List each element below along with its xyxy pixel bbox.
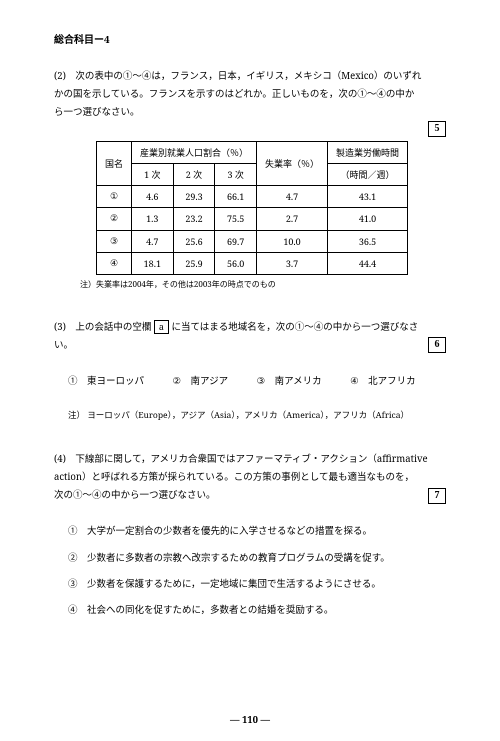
q2-line1: 次の表中の①〜④は，フランス，日本，イギリス，メキシコ（Mexico）のいずれ	[75, 69, 421, 82]
cell-h: 41.0	[328, 208, 408, 230]
cell-h: 36.5	[328, 230, 408, 252]
table-row: ② 1.3 23.2 75.5 2.7 41.0	[96, 208, 407, 230]
col-country: 国名	[96, 142, 131, 186]
cell-u: 3.7	[257, 252, 328, 274]
q2-line2: かの国を示している。フランスを示すのはどれか。正しいものを，次の①〜④の中か	[54, 87, 414, 100]
col-c2: 2 次	[173, 164, 215, 186]
cell-label: ④	[96, 252, 131, 274]
q2-line3: ら一つ選びなさい。	[54, 105, 140, 118]
q3-choices: ① 東ヨーロッパ ② 南アジア ③ 南アメリカ ④ 北アフリカ	[68, 372, 450, 390]
q3-num: (3)	[54, 320, 66, 333]
q3-choice-2: ② 南アジア	[173, 374, 229, 387]
cell-h: 44.4	[328, 252, 408, 274]
q2-text: (2) 次の表中の①〜④は，フランス，日本，イギリス，メキシコ（Mexico）の…	[54, 67, 450, 121]
q4-choices: ① 大学が一定割合の少数者を優先的に入学させるなどの措置を探る。 ② 少数者に多…	[68, 522, 450, 618]
table-row: ① 4.6 29.3 66.1 4.7 43.1	[96, 186, 407, 208]
q4-choice-2: ② 少数者に多数者の宗教へ改宗するための教育プログラムの受講を促す。	[68, 549, 450, 567]
cell-c2: 29.3	[173, 186, 215, 208]
q4-choice-4: ④ 社会への同化を促すために，多数者との結婚を奨励する。	[68, 601, 450, 619]
col-unemp: 失業率（％）	[257, 142, 328, 186]
q3-line1a: 上の会話中の空欄	[75, 320, 151, 333]
cell-c1: 4.6	[131, 186, 173, 208]
q2-table-note: 注）失業率は2004年，その他は2003年の時点でのもの	[80, 277, 450, 292]
cell-c1: 18.1	[131, 252, 173, 274]
q2-table: 国名 産業別就業人口割合（％） 失業率（％） 製造業労働時間 1 次 2 次 3…	[96, 141, 408, 275]
cell-c3: 75.5	[215, 208, 257, 230]
note-text: 失業率は2004年，その他は2003年の時点でのもの	[96, 279, 276, 290]
cell-c1: 1.3	[131, 208, 173, 230]
q3-choice-3: ③ 南アメリカ	[257, 374, 322, 387]
cell-u: 2.7	[257, 208, 328, 230]
cell-label: ③	[96, 230, 131, 252]
table-row: ③ 4.7 25.6 69.7 10.0 36.5	[96, 230, 407, 252]
cell-c3: 56.0	[215, 252, 257, 274]
page: 総合科目ー4 (2) 次の表中の①〜④は，フランス，日本，イギリス，メキシコ（M…	[0, 0, 500, 741]
cell-c2: 25.9	[173, 252, 215, 274]
cell-u: 10.0	[257, 230, 328, 252]
q4-num: (4)	[54, 452, 66, 465]
question-3: (3) 上の会話中の空欄 a に当てはまる地域名を，次の①〜④の中から一つ選びな…	[54, 318, 450, 424]
table-header-row-2: 1 次 2 次 3 次 （時間／週）	[96, 164, 407, 186]
table-row: ④ 18.1 25.9 56.0 3.7 44.4	[96, 252, 407, 274]
q3-note: 注） ヨーロッパ（Europe），アジア（Asia），アメリカ（America）…	[68, 408, 450, 424]
cell-h: 43.1	[328, 186, 408, 208]
cell-c3: 66.1	[215, 186, 257, 208]
table-header-row-1: 国名 産業別就業人口割合（％） 失業率（％） 製造業労働時間	[96, 142, 407, 164]
q4-line3: 次の①〜④の中から一つ選びなさい。	[54, 488, 216, 501]
cell-label: ②	[96, 208, 131, 230]
note-text: ヨーロッパ（Europe），アジア（Asia），アメリカ（America），アフ…	[87, 410, 409, 421]
q4-answer-box: 7	[428, 488, 446, 504]
cell-u: 4.7	[257, 186, 328, 208]
blank-a: a	[154, 320, 169, 334]
col-hours-l2: （時間／週）	[328, 164, 408, 186]
question-2: (2) 次の表中の①〜④は，フランス，日本，イギリス，メキシコ（Mexico）の…	[54, 67, 450, 292]
cell-label: ①	[96, 186, 131, 208]
q3-answer-box: 6	[428, 337, 446, 353]
cell-c1: 4.7	[131, 230, 173, 252]
col-c3: 3 次	[215, 164, 257, 186]
q4-line1: 下線部に関して，アメリカ合衆国ではアファーマティブ・アクション（affirmat…	[75, 452, 427, 465]
cell-c2: 25.6	[173, 230, 215, 252]
col-group: 産業別就業人口割合（％）	[131, 142, 256, 164]
q3-answer-row: 6	[54, 336, 450, 354]
q4-choice-3: ③ 少数者を保護するために，一定地域に集団で生活するようにさせる。	[68, 575, 450, 593]
q3-line1b: に当てはまる地域名を，次の①〜④の中から一つ選びなさ	[171, 320, 418, 333]
q3-line2: い。	[54, 338, 73, 351]
cell-c2: 23.2	[173, 208, 215, 230]
q2-answer-box: 5	[428, 121, 446, 137]
q3-choice-1: ① 東ヨーロッパ	[68, 374, 144, 387]
note-label: 注）	[68, 410, 85, 421]
col-c1: 1 次	[131, 164, 173, 186]
page-number: — 110 —	[0, 711, 500, 729]
note-label: 注）	[80, 279, 96, 290]
cell-c3: 69.7	[215, 230, 257, 252]
q2-num: (2)	[54, 69, 66, 82]
q4-choice-1: ① 大学が一定割合の少数者を優先的に入学させるなどの措置を探る。	[68, 522, 450, 540]
q2-answer-row: 5	[54, 119, 450, 137]
col-hours-l1: 製造業労働時間	[328, 142, 408, 164]
page-header: 総合科目ー4	[54, 30, 450, 49]
question-4: (4) 下線部に関して，アメリカ合衆国ではアファーマティブ・アクション（affi…	[54, 450, 450, 618]
q4-line2: action）と呼ばれる方策が採られている。この方策の事例として最も適当なものを…	[54, 470, 414, 483]
q3-choice-4: ④ 北アフリカ	[350, 374, 416, 387]
